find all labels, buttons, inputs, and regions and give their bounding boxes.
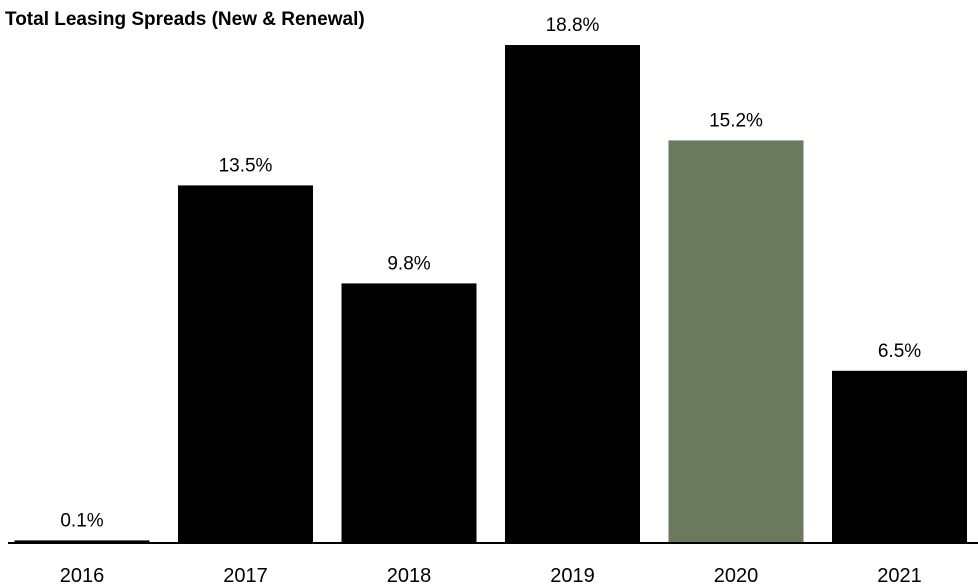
x-tick-label-2017: 2017 xyxy=(223,565,268,586)
data-label-2019: 18.8% xyxy=(546,15,600,36)
chart-title: Total Leasing Spreads (New & Renewal) xyxy=(5,9,365,30)
data-label-2021: 6.5% xyxy=(878,341,921,362)
data-label-2017: 13.5% xyxy=(219,155,273,176)
bar-2018 xyxy=(341,283,477,543)
x-tick-labels-group: 2016 2017 2018 2019 2020 2021 xyxy=(60,565,922,586)
bars-group xyxy=(14,45,967,543)
bar-2019 xyxy=(505,45,640,543)
x-tick-label-2020: 2020 xyxy=(714,565,759,586)
data-labels-group: 0.1% 13.5% 9.8% 18.8% 15.2% 6.5% xyxy=(60,15,921,531)
data-label-2016: 0.1% xyxy=(60,510,103,531)
bar-2021 xyxy=(832,370,967,543)
x-tick-label-2016: 2016 xyxy=(60,565,105,586)
bar-2017 xyxy=(178,185,313,543)
data-label-2020: 15.2% xyxy=(709,110,763,131)
bar-2016 xyxy=(14,540,150,543)
bar-2020 xyxy=(668,140,804,543)
x-tick-label-2019: 2019 xyxy=(550,565,595,586)
x-tick-label-2021: 2021 xyxy=(877,565,922,586)
data-label-2018: 9.8% xyxy=(387,253,430,274)
x-tick-label-2018: 2018 xyxy=(387,565,432,586)
